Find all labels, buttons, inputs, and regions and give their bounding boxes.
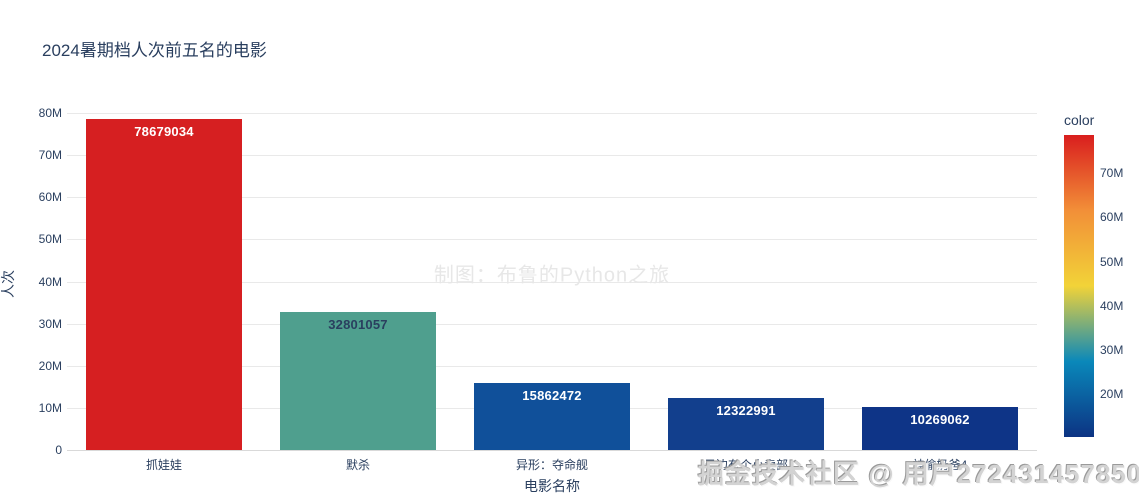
x-tick-label: 云边有个小卖部 <box>703 458 789 472</box>
y-tick-label: 80M <box>38 106 62 120</box>
colorbar-tick-label: 30M <box>1100 342 1124 357</box>
gridline <box>67 155 1037 157</box>
colorbar-tick-label: 40M <box>1100 298 1124 313</box>
gridline <box>67 113 1037 114</box>
bar-异形：夺命舰[interactable]: 15862472 <box>474 383 630 450</box>
bar-value-label: 32801057 <box>328 316 388 332</box>
x-tick-label: 异形：夺命舰 <box>515 458 589 472</box>
y-tick-label: 0 <box>55 443 62 457</box>
y-tick-label: 60M <box>38 190 62 205</box>
bar-默杀[interactable]: 32801057 <box>280 311 436 450</box>
colorbar-tick-label: 60M <box>1100 210 1124 225</box>
bar-value-label: 12322991 <box>716 403 776 419</box>
x-axis-zero-line <box>67 450 1037 451</box>
x-tick-label: 抓娃娃 <box>145 458 183 472</box>
gridline <box>67 365 1037 367</box>
bar-云边有个小卖部[interactable]: 12322991 <box>668 398 824 450</box>
bar-抓娃娃[interactable]: 78679034 <box>86 118 242 450</box>
colorbar-tick-label: 20M <box>1100 387 1124 402</box>
bar-神偷奶爸4[interactable]: 10269062 <box>862 406 1018 450</box>
x-tick-label: 默杀 <box>345 458 371 472</box>
bar-value-label: 78679034 <box>134 123 194 139</box>
gridline <box>67 281 1037 283</box>
x-axis-title: 电影名称 <box>524 478 580 494</box>
y-tick-label: 10M <box>38 400 62 415</box>
y-tick-label: 50M <box>38 232 62 247</box>
y-tick-label: 20M <box>38 358 62 373</box>
colorbar-tick-label: 50M <box>1100 254 1124 269</box>
plot-area[interactable]: 制图：布鲁的Python之旅 78679034 32801057 15862472 1… <box>67 113 1037 451</box>
gridline <box>67 323 1037 325</box>
watermark-center: 制图：布鲁的Python之旅 <box>433 264 671 287</box>
x-tick-label: 神偷奶爸4 <box>912 458 968 472</box>
colorbar-title: color <box>1064 112 1095 128</box>
gridline <box>67 197 1037 199</box>
chart-title: 2024暑期档人次前五名的电影 <box>42 41 267 60</box>
gridline <box>67 239 1037 241</box>
colorbar-gradient <box>1064 135 1094 437</box>
bar-value-label: 15862472 <box>522 388 582 404</box>
colorbar-tick-label: 70M <box>1100 166 1124 181</box>
y-tick-label: 30M <box>38 316 62 331</box>
y-tick-label: 40M <box>38 274 62 289</box>
bar-value-label: 10269062 <box>910 411 970 427</box>
watermark-bottom: 掘金技术社区 @ 用户2724314578501 <box>698 459 1139 489</box>
y-tick-label: 70M <box>38 148 62 163</box>
